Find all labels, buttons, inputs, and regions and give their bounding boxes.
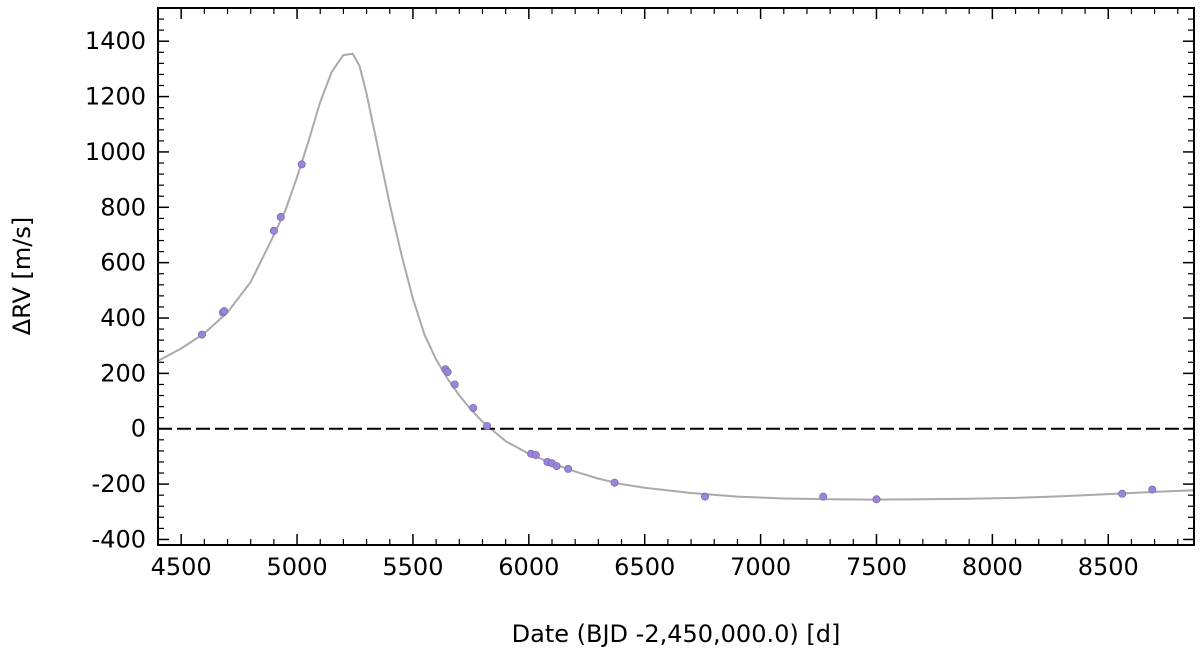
x-tick-label: 6500 xyxy=(614,553,675,581)
data-point xyxy=(819,492,828,501)
y-tick-label: 400 xyxy=(100,304,146,332)
y-tick-label: 0 xyxy=(131,415,146,443)
data-point xyxy=(531,450,540,459)
data-point xyxy=(552,462,561,471)
plot-frame xyxy=(157,7,1195,546)
data-point xyxy=(197,330,206,339)
y-tick-label: 1200 xyxy=(85,83,146,111)
x-tick-label: 6000 xyxy=(498,553,559,581)
y-axis-title: ΔRV [m/s] xyxy=(8,217,36,336)
data-point xyxy=(297,160,306,169)
x-axis-title: Date (BJD -2,450,000.0) [d] xyxy=(512,620,841,648)
y-tick-label: 200 xyxy=(100,359,146,387)
plot-background xyxy=(158,8,1194,545)
data-point xyxy=(872,495,881,504)
x-tick-label: 5500 xyxy=(382,553,443,581)
y-tick-label: -400 xyxy=(92,525,146,553)
data-point xyxy=(610,478,619,487)
data-point xyxy=(269,226,278,235)
data-point xyxy=(469,403,478,412)
data-point xyxy=(483,421,492,430)
data-point xyxy=(1148,485,1157,494)
y-tick-label: 600 xyxy=(100,249,146,277)
x-tick-label: 5000 xyxy=(267,553,328,581)
data-points-layer xyxy=(197,160,1157,504)
x-tick-label: 8500 xyxy=(1078,553,1139,581)
y-tick-label: 800 xyxy=(100,193,146,221)
y-tick-label: 1000 xyxy=(85,138,146,166)
data-point xyxy=(701,492,710,501)
y-tick-label: -200 xyxy=(92,470,146,498)
y-tick-label: 1400 xyxy=(85,27,146,55)
x-tick-label: 8000 xyxy=(962,553,1023,581)
data-point xyxy=(220,307,229,316)
data-point xyxy=(276,212,285,221)
data-point xyxy=(1118,489,1127,498)
data-point xyxy=(450,380,459,389)
data-point xyxy=(443,367,452,376)
x-tick-label: 7000 xyxy=(730,553,791,581)
x-tick-label: 4500 xyxy=(151,553,212,581)
x-tick-label: 7500 xyxy=(846,553,907,581)
data-point xyxy=(564,464,573,473)
